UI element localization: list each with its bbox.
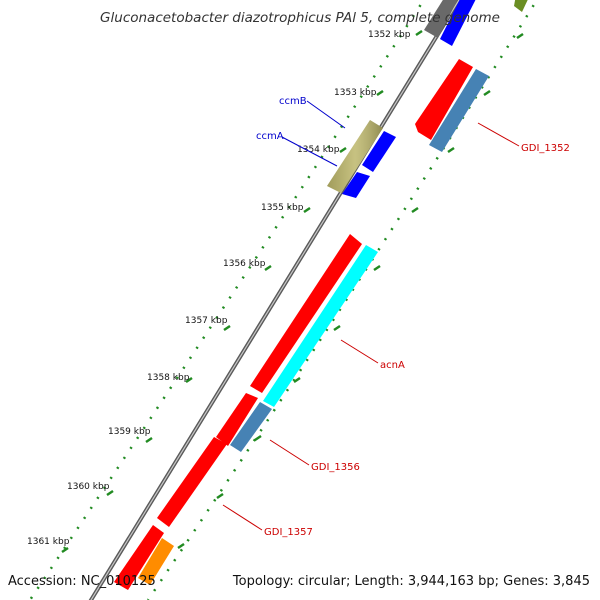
- label-connector: [306, 100, 346, 129]
- gene-label-acnA: acnA: [380, 360, 405, 371]
- label-connector: [340, 339, 379, 364]
- gene-label-ccmB: ccmB: [279, 96, 307, 107]
- feature-red-1355[interactable]: [216, 393, 258, 446]
- feature-blue-top[interactable]: [440, 0, 478, 46]
- feature-olive-top[interactable]: [514, 0, 530, 12]
- feature-GDI_1352-red[interactable]: [415, 59, 473, 140]
- feature-orange-bottom[interactable]: [138, 538, 174, 585]
- feature-ccmB-arrow[interactable]: [362, 131, 396, 172]
- gene-label-ccmA: ccmA: [256, 131, 284, 142]
- gene-label-GDI_1352: GDI_1352: [521, 143, 570, 154]
- gene-label-GDI_1356: GDI_1356: [311, 462, 360, 473]
- feature-ccmA-arrow[interactable]: [342, 172, 370, 198]
- tick-label: 1360 kbp: [67, 482, 110, 492]
- tick-label: 1357 kbp: [185, 316, 228, 326]
- gene-label-GDI_1357: GDI_1357: [264, 527, 313, 538]
- map-title: Gluconacetobacter diazotrophicus PAl 5, …: [100, 10, 500, 26]
- tick-label: 1355 kbp: [261, 203, 304, 213]
- accession-text: Accession: NC_010125: [8, 574, 156, 589]
- tick-label: 1361 kbp: [27, 537, 70, 547]
- feature-GDI_1356-steel[interactable]: [230, 402, 272, 452]
- feature-acnA-red[interactable]: [250, 234, 362, 393]
- tick-label: 1352 kbp: [368, 30, 411, 40]
- tick-label: 1354 kbp: [297, 145, 340, 155]
- tick-marks: [61, 29, 423, 554]
- label-connector: [477, 122, 520, 147]
- tick-label: 1356 kbp: [223, 259, 266, 269]
- label-connector: [222, 504, 263, 531]
- tick-label: 1353 kbp: [334, 88, 377, 98]
- feature-red-bottom[interactable]: [114, 525, 164, 590]
- feature-GDI_1357-red[interactable]: [157, 437, 227, 527]
- genome-summary-text: Topology: circular; Length: 3,944,163 bp…: [232, 574, 590, 589]
- label-connector: [281, 136, 338, 167]
- feature-GDI_1352-steel[interactable]: [429, 69, 489, 152]
- tick-label: 1359 kbp: [108, 427, 151, 437]
- feature-grey-top[interactable]: [424, 0, 460, 38]
- tick-label: 1358 kbp: [147, 373, 190, 383]
- label-connector: [269, 439, 310, 466]
- feature-acnA-cyan[interactable]: [263, 245, 378, 407]
- outer-tick-marks: [177, 32, 524, 550]
